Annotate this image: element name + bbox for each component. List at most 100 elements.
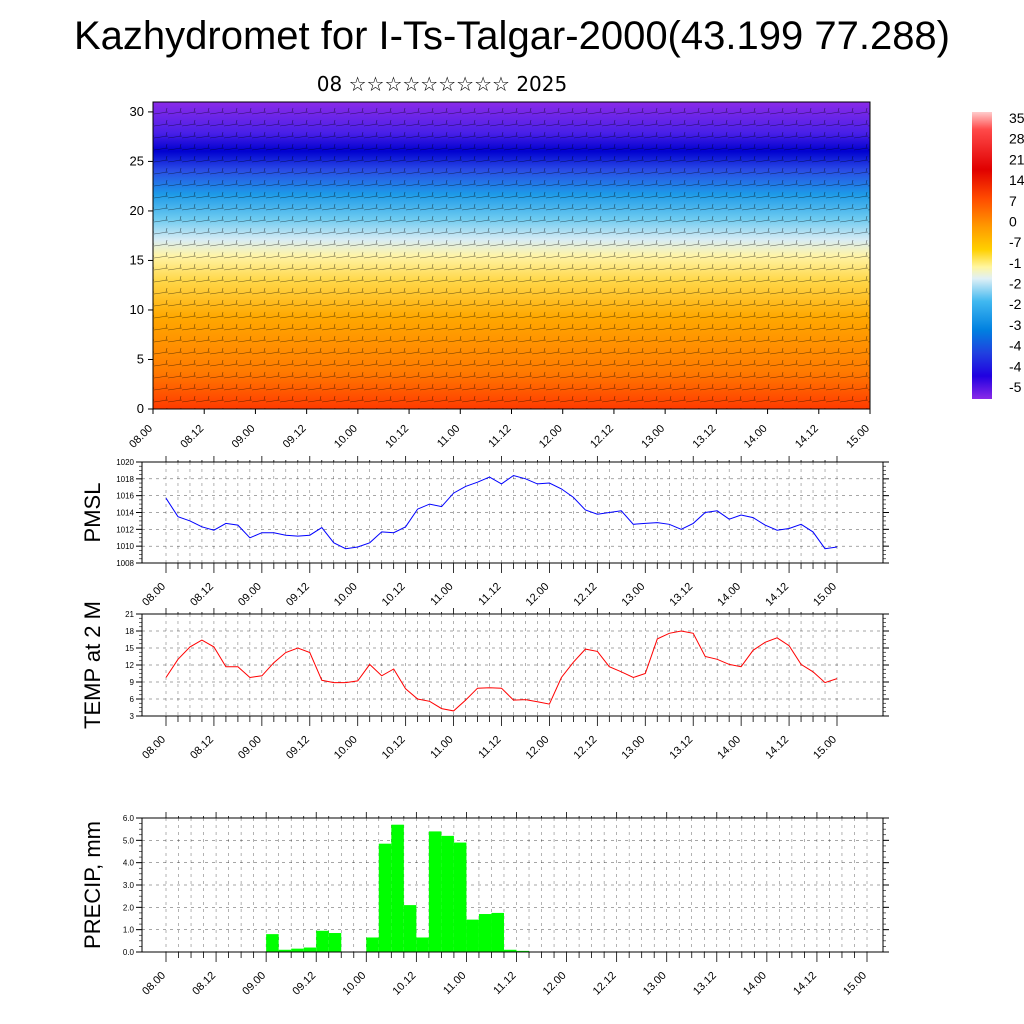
xtick-label: 09.12 — [290, 970, 318, 998]
xtick-label: 10.12 — [380, 581, 408, 609]
heatmap-ytick-label: 20 — [130, 203, 144, 218]
heatmap-ytick-label: 25 — [130, 153, 144, 168]
temp-panel: 3 6 9 12 15 18 21 08.00 08.12 09.00 09.12 10.00 10.1… — [80, 601, 889, 762]
ytick-label: 6.0 — [123, 814, 135, 823]
xtick-label: 15.00 — [811, 734, 839, 762]
xtick-label: 14.12 — [791, 970, 819, 998]
xtick-label: 11.00 — [441, 970, 468, 997]
colorbar-label: -4 — [1009, 358, 1022, 374]
axis-ylabel: PRECIP, mm — [80, 821, 105, 949]
xtick-label: 13.00 — [619, 734, 647, 762]
plot-area — [142, 614, 883, 716]
precip-bar — [328, 933, 342, 952]
colorbar-label: 0 — [1009, 213, 1017, 229]
precip-bar — [278, 949, 292, 952]
axis-ylabel: PMSL — [80, 483, 105, 543]
heatmap-xtick-label: 11.12 — [486, 423, 513, 450]
precip-bar — [466, 919, 479, 952]
colorbar-label: 35 — [1009, 110, 1024, 126]
plot-frame — [141, 461, 884, 564]
pmsl-panel: 1008 1010 1012 1014 1016 1018 1020 08.00 08.12 09… — [80, 456, 889, 609]
plot-area — [142, 818, 883, 952]
heatmap-ytick-label: 5 — [137, 351, 144, 366]
xtick-label: 14.00 — [715, 734, 743, 762]
ytick-label: 4.0 — [123, 859, 135, 868]
xtick-label: 12.12 — [572, 734, 600, 762]
xtick-label: 13.00 — [641, 970, 669, 998]
colorbar-label: -3 — [1009, 317, 1022, 333]
ytick-label: 21 — [125, 610, 134, 619]
colorbar-label: -4 — [1009, 338, 1022, 354]
precip-bar — [303, 947, 317, 952]
heatmap-xtick-label: 10.12 — [383, 423, 411, 451]
ytick-label: 18 — [125, 627, 134, 636]
heatmap-xtick-label: 11.00 — [435, 423, 462, 450]
xtick-label: 08.12 — [188, 734, 216, 762]
cross-section-panel: 0 5 10 15 20 25 30 08.00 08.12 09.00 09.12 10.00 10.… — [127, 101, 872, 451]
ytick-label: 1008 — [116, 559, 134, 568]
heatmap-xtick-label: 10.00 — [332, 423, 360, 451]
heatmap-xtick-label: 15.00 — [844, 423, 872, 451]
xtick-label: 10.00 — [332, 581, 360, 609]
xtick-label: 09.12 — [284, 581, 312, 609]
xtick-label: 11.12 — [491, 970, 518, 997]
precip-bar — [503, 949, 517, 952]
ytick-label: 9 — [130, 678, 135, 687]
xtick-label: 09.12 — [284, 734, 312, 762]
axis-ylabel: TEMP at 2 M — [80, 601, 105, 729]
xtick-label: 13.12 — [691, 970, 719, 998]
xtick-label: 10.12 — [380, 734, 408, 762]
precip-bar — [441, 835, 454, 952]
heatmap-xtick-label: 09.12 — [281, 423, 309, 451]
heatmap-xtick-label: 13.12 — [691, 423, 719, 451]
heatmap-xtick-label: 08.00 — [127, 423, 155, 451]
heatmap-ytick-label: 30 — [130, 104, 144, 119]
precip-bar — [416, 937, 429, 952]
xtick-label: 10.12 — [391, 970, 419, 998]
ytick-label: 1014 — [116, 509, 134, 518]
xtick-label: 15.00 — [811, 581, 839, 609]
xtick-label: 09.00 — [240, 970, 268, 998]
precip-bar — [428, 831, 442, 952]
xtick-label: 14.00 — [741, 970, 769, 998]
xtick-label: 12.12 — [572, 581, 600, 609]
plot-area — [142, 462, 883, 563]
xtick-label: 08.12 — [190, 970, 218, 998]
xtick-label: 11.12 — [476, 734, 503, 761]
ytick-label: 0.0 — [123, 948, 135, 957]
ytick-label: 1.0 — [123, 926, 135, 935]
series-line — [165, 630, 838, 712]
xtick-label: 08.00 — [140, 734, 168, 762]
xtick-label: 09.00 — [236, 734, 264, 762]
colorbar-label: 14 — [1009, 172, 1024, 188]
precip-panel: 0.0 1.0 2.0 3.0 4.0 5.0 6.0 08.00 08.12 09.00 09.1… — [80, 812, 889, 998]
colorbar: 35 28 21 14 7 0 -7 -1 -2 -2 -3 -4 -4 -5 — [972, 110, 1024, 399]
heatmap-xtick-label: 09.00 — [230, 423, 258, 451]
xtick-label: 11.00 — [428, 581, 455, 608]
xtick-label: 08.12 — [188, 581, 216, 609]
ytick-label: 3.0 — [123, 881, 135, 890]
precip-bar — [291, 948, 304, 952]
xtick-label: 11.00 — [428, 734, 455, 761]
ytick-label: 15 — [125, 644, 134, 653]
xtick-label: 13.00 — [619, 581, 647, 609]
ytick-label: 1020 — [116, 458, 134, 467]
colorbar-label: -2 — [1009, 296, 1022, 312]
heatmap-xtick-label: 14.12 — [793, 423, 821, 451]
heatmap-ytick-label: 15 — [130, 252, 144, 267]
colorbar-label: -1 — [1009, 255, 1022, 271]
xtick-label: 14.12 — [763, 734, 791, 762]
ytick-label: 1010 — [116, 542, 134, 551]
xtick-label: 12.00 — [541, 970, 569, 998]
xtick-label: 10.00 — [340, 970, 368, 998]
plot-frame — [141, 817, 884, 953]
xtick-label: 13.12 — [667, 734, 695, 762]
ytick-label: 1016 — [116, 492, 134, 501]
precip-bar — [266, 934, 279, 952]
heatmap-xtick-label: 08.12 — [178, 423, 206, 451]
colorbar-label: 7 — [1009, 193, 1017, 209]
colorbar-label: 21 — [1009, 151, 1024, 167]
xtick-label: 12.00 — [524, 581, 552, 609]
heatmap-xtick-label: 12.00 — [537, 423, 565, 451]
ytick-label: 1012 — [116, 525, 134, 534]
